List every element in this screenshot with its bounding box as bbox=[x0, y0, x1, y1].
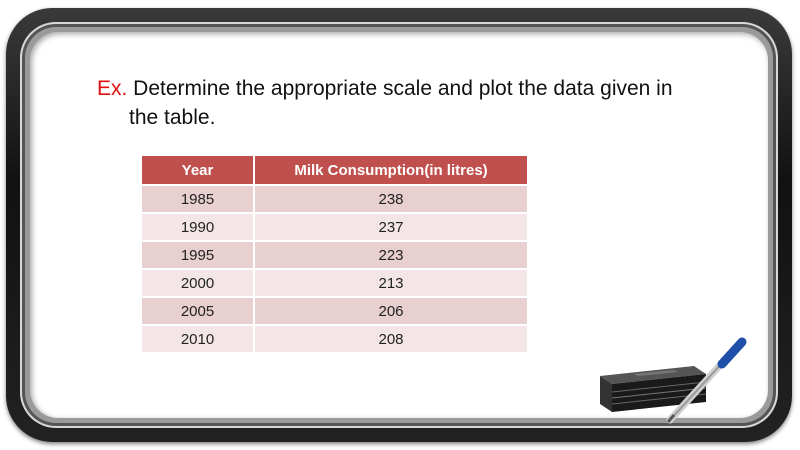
table-row: 2000 213 bbox=[142, 270, 527, 298]
consumption-cell: 237 bbox=[255, 214, 527, 242]
example-prefix: Ex. bbox=[97, 77, 128, 100]
question-line-1: Determine the appropriate scale and plot… bbox=[127, 77, 673, 100]
table-row: 2005 206 bbox=[142, 298, 527, 326]
milk-consumption-table: Year Milk Consumption(in litres) 1985 23… bbox=[142, 156, 527, 354]
year-cell: 1990 bbox=[142, 214, 255, 242]
table-row: 1995 223 bbox=[142, 242, 527, 270]
consumption-cell: 223 bbox=[255, 242, 527, 270]
year-cell: 1995 bbox=[142, 242, 255, 270]
table-row: 1985 238 bbox=[142, 186, 527, 214]
marker-icon bbox=[666, 337, 747, 424]
header-milk-consumption: Milk Consumption(in litres) bbox=[255, 156, 527, 186]
question-line-2: the table. bbox=[129, 106, 216, 129]
question-text: Ex. Determine the appropriate scale and … bbox=[97, 74, 737, 132]
year-cell: 2000 bbox=[142, 270, 255, 298]
consumption-cell: 206 bbox=[255, 298, 527, 326]
year-cell: 2005 bbox=[142, 298, 255, 326]
table-row: 1990 237 bbox=[142, 214, 527, 242]
year-cell: 1985 bbox=[142, 186, 255, 214]
table-row: 2010 208 bbox=[142, 326, 527, 354]
table-header-row: Year Milk Consumption(in litres) bbox=[142, 156, 527, 186]
consumption-cell: 238 bbox=[255, 186, 527, 214]
consumption-cell: 213 bbox=[255, 270, 527, 298]
header-year: Year bbox=[142, 156, 255, 186]
consumption-cell: 208 bbox=[255, 326, 527, 354]
year-cell: 2010 bbox=[142, 326, 255, 354]
